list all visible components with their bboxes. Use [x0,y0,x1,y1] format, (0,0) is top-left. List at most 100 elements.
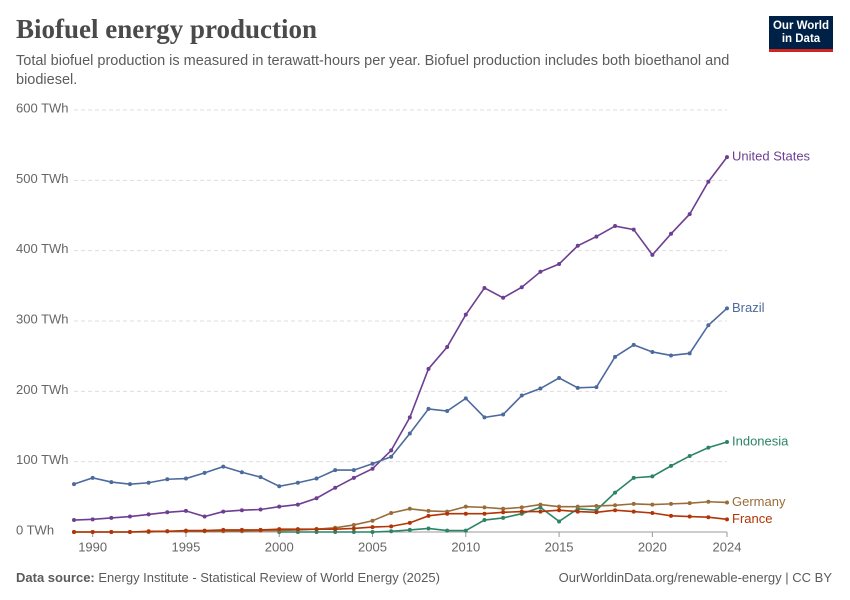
x-tick-label: 2024 [713,539,742,554]
data-point [109,515,114,520]
data-point [295,502,300,507]
data-point [501,510,506,515]
data-point [557,375,562,380]
data-point [613,354,618,359]
series-label: Brazil [732,300,765,315]
data-point [631,509,636,514]
data-point [389,529,394,534]
source-label: Data source: [16,570,95,585]
data-point [575,504,580,509]
data-point [333,485,338,490]
data-point [426,508,431,513]
data-point [407,415,412,420]
data-point [407,506,412,511]
data-point [202,470,207,475]
data-point [631,227,636,232]
x-tick-label: 2015 [545,539,574,554]
data-point [277,527,282,532]
data-point [519,509,524,514]
data-point [407,520,412,525]
data-point [109,530,114,534]
data-point [314,476,319,481]
data-point [258,475,263,480]
data-point [165,510,170,515]
data-point [389,524,394,529]
data-point [146,529,151,534]
data-point [463,528,468,533]
data-point [333,530,338,534]
data-point [519,285,524,290]
data-point [426,513,431,518]
y-tick-label: 500 TWh [16,171,69,186]
series-line [73,156,728,521]
data-point [370,518,375,523]
data-point [239,527,244,532]
data-point [669,353,674,358]
series-label: Germany [732,494,786,509]
url-license[interactable]: OurWorldinData.org/renewable-energy | CC… [558,570,832,585]
data-point [538,505,543,510]
data-point [221,509,226,514]
data-point [351,530,356,534]
data-point [90,517,95,522]
data-point [90,530,95,534]
data-point [706,323,711,328]
y-tick-label: 300 TWh [16,311,69,326]
data-point [314,530,319,534]
data-point [557,262,562,267]
data-point [202,528,207,533]
data-point [463,511,468,516]
data-point [594,510,599,515]
data-point [594,385,599,390]
data-point [183,476,188,481]
data-point [613,224,618,229]
y-tick-label: 200 TWh [16,382,69,397]
data-point [463,312,468,317]
data-point [445,511,450,516]
data-point [669,513,674,518]
logo-line: Our World [772,20,829,32]
data-point [109,480,114,485]
data-point [258,527,263,532]
data-point [519,393,524,398]
logo[interactable]: Our World in Data [769,16,833,52]
data-point [389,454,394,459]
data-point [351,468,356,473]
data-point [557,508,562,513]
data-point [538,509,543,514]
data-point [482,285,487,290]
data-point [183,528,188,533]
data-point [426,366,431,371]
data-point [482,518,487,523]
data-point [669,463,674,468]
data-point [501,295,506,300]
data-point [239,470,244,475]
data-point [650,252,655,257]
data-point [389,511,394,516]
data-point [127,530,132,534]
x-tick-label: 2005 [358,539,387,554]
data-point [314,527,319,532]
data-point [594,234,599,239]
series-label: France [732,511,772,526]
series-line [74,509,728,533]
data-point [426,526,431,531]
series-label: United States [732,149,811,164]
data-point [221,464,226,469]
data-point [333,527,338,532]
data-point [557,504,562,509]
data-point [72,482,76,487]
data-point [295,480,300,485]
data-point [687,454,692,459]
data-point [687,514,692,519]
data-point [706,445,711,450]
data-point [482,511,487,516]
data-point [277,484,282,489]
data-point [650,502,655,507]
y-tick-label: 0 TWh [16,522,54,537]
data-point [725,517,729,522]
data-point [463,504,468,509]
data-point [146,480,151,485]
data-point [407,431,412,436]
x-tick-label: 1995 [171,539,200,554]
